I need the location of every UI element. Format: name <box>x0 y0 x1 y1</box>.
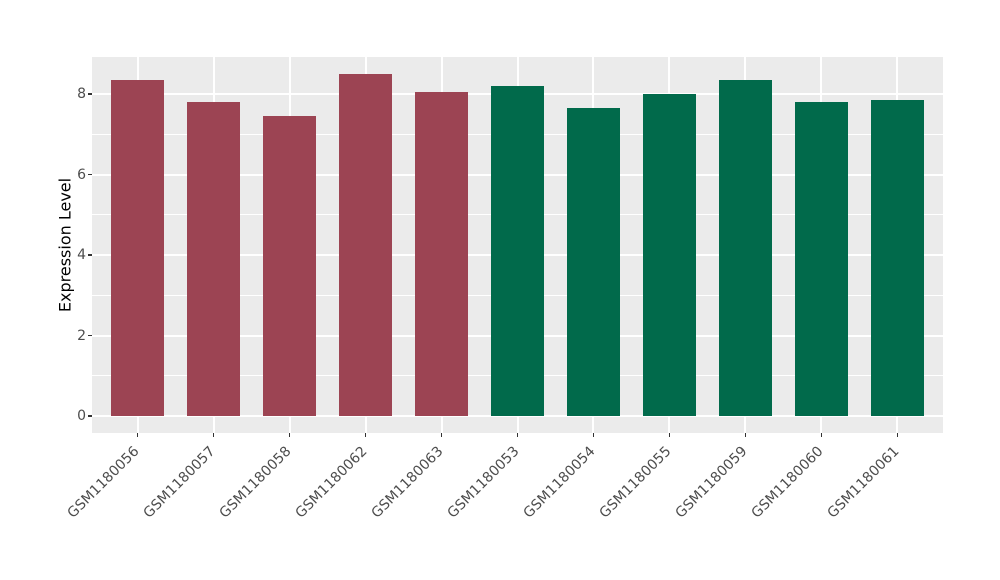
bar-GSM1180059 <box>718 79 773 416</box>
x-tick-label: GSM1180060 <box>748 443 827 522</box>
bar-GSM1180063 <box>414 92 469 416</box>
x-tick-mark <box>136 433 139 437</box>
y-tick-label: 8 <box>77 86 86 102</box>
x-tick-mark <box>364 433 367 437</box>
plot-panel <box>92 57 943 433</box>
x-tick-mark <box>896 433 899 437</box>
bar-GSM1180061 <box>870 100 924 416</box>
x-tick-label: GSM1180056 <box>64 443 143 522</box>
x-tick-mark <box>668 433 671 437</box>
y-axis-title: Expression Level <box>55 177 75 313</box>
y-tick-label: 6 <box>77 166 86 183</box>
x-tick-mark <box>744 433 747 437</box>
x-tick-label: GSM1180059 <box>672 443 751 522</box>
x-tick-mark <box>516 433 519 437</box>
x-tick-mark <box>212 433 215 437</box>
bar-GSM1180053 <box>490 85 545 416</box>
y-tick-mark <box>88 334 92 337</box>
bar-GSM1180060 <box>794 102 849 416</box>
y-tick-label: 4 <box>77 247 86 263</box>
y-tick-mark <box>88 254 92 256</box>
bar-GSM1180054 <box>566 108 621 416</box>
x-tick-label: GSM1180055 <box>596 443 675 522</box>
x-tick-mark <box>288 433 291 437</box>
bar-GSM1180062 <box>338 73 393 416</box>
bar-GSM1180057 <box>186 102 241 416</box>
x-tick-mark <box>820 433 823 437</box>
x-tick-label: GSM1180057 <box>140 443 219 522</box>
y-tick-mark <box>88 93 92 95</box>
x-tick-label: GSM1180061 <box>824 443 903 522</box>
bar-GSM1180058 <box>262 116 317 416</box>
bar-GSM1180055 <box>642 94 697 416</box>
x-tick-label: GSM1180063 <box>368 443 447 522</box>
x-tick-label: GSM1180054 <box>520 443 599 522</box>
x-tick-label: GSM1180053 <box>444 443 523 522</box>
y-tick-label: 2 <box>77 327 86 344</box>
y-tick-mark <box>88 173 92 176</box>
x-tick-label: GSM1180062 <box>292 443 371 522</box>
x-tick-mark <box>592 433 595 437</box>
x-tick-label: GSM1180058 <box>216 443 295 522</box>
bar-GSM1180056 <box>110 79 165 416</box>
y-tick-label: 0 <box>77 408 86 424</box>
y-tick-mark <box>88 415 92 417</box>
x-tick-mark <box>440 433 443 437</box>
